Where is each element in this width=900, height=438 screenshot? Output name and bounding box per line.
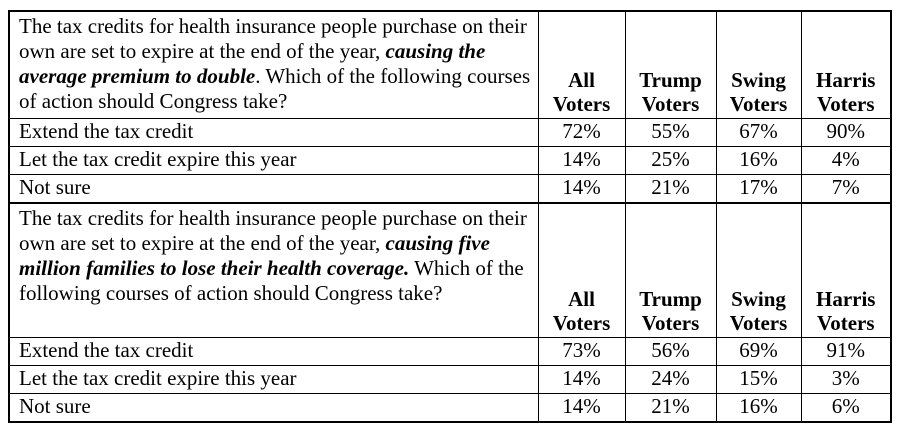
question-cell: The tax credits for health insurance peo… bbox=[8, 202, 539, 338]
row-label: Extend the tax credit bbox=[8, 117, 539, 147]
header-row: The tax credits for health insurance peo… bbox=[8, 202, 892, 338]
col-header-harris-voters: Harris Voters bbox=[800, 202, 892, 338]
value-cell-trump: 21% bbox=[624, 173, 717, 203]
col-header-trump-voters: Trump Voters bbox=[624, 202, 717, 338]
value-cell-swing: 17% bbox=[715, 173, 802, 203]
col-header-all-voters: All Voters bbox=[537, 10, 626, 119]
value-cell-trump: 24% bbox=[624, 365, 717, 394]
row-label: Let the tax credit expire this year bbox=[8, 365, 539, 394]
table-row-expire: Let the tax credit expire this year 14% … bbox=[8, 145, 892, 175]
row-label: Not sure bbox=[8, 393, 539, 423]
value-cell-harris: 3% bbox=[800, 365, 892, 394]
question-text-pre: The tax credits for health insurance peo… bbox=[19, 205, 527, 255]
col-header-line: Voters bbox=[729, 311, 788, 335]
value-cell-trump: 55% bbox=[624, 117, 717, 147]
col-header-line: Voters bbox=[641, 91, 700, 116]
poll-table-premium-double: The tax credits for health insurance peo… bbox=[8, 10, 892, 204]
value-cell-swing: 16% bbox=[715, 145, 802, 175]
col-header-line: Trump bbox=[639, 67, 702, 92]
poll-tables-container: The tax credits for health insurance peo… bbox=[8, 10, 892, 423]
col-header-trump-voters: Trump Voters bbox=[624, 10, 717, 119]
value-cell-trump: 56% bbox=[624, 337, 717, 366]
value-cell-all: 72% bbox=[537, 117, 626, 147]
value-cell-swing: 67% bbox=[715, 117, 802, 147]
col-header-line: Voters bbox=[641, 311, 700, 335]
header-row: The tax credits for health insurance peo… bbox=[8, 10, 892, 119]
col-header-line: Harris bbox=[816, 67, 876, 92]
value-cell-harris: 4% bbox=[800, 145, 892, 175]
col-header-line: Swing bbox=[731, 67, 786, 92]
col-header-swing-voters: Swing Voters bbox=[715, 10, 802, 119]
value-cell-all: 14% bbox=[537, 145, 626, 175]
question-text-post: Which of the following courses of action… bbox=[19, 255, 524, 305]
col-header-line: All bbox=[568, 287, 595, 311]
col-header-line: Voters bbox=[816, 91, 875, 116]
value-cell-all: 14% bbox=[537, 365, 626, 394]
table-row-extend: Extend the tax credit 73% 56% 69% 91% bbox=[8, 337, 892, 366]
col-header-line: Harris bbox=[816, 287, 876, 311]
value-cell-trump: 21% bbox=[624, 393, 717, 423]
value-cell-swing: 69% bbox=[715, 337, 802, 366]
col-header-line: Voters bbox=[552, 311, 611, 335]
value-cell-all: 14% bbox=[537, 173, 626, 203]
col-header-line: Voters bbox=[552, 91, 611, 116]
col-header-line: All bbox=[568, 67, 595, 92]
col-header-harris-voters: Harris Voters bbox=[800, 10, 892, 119]
col-header-line: Trump bbox=[639, 287, 702, 311]
question-text-pre: The tax credits for health insurance peo… bbox=[19, 14, 527, 63]
value-cell-harris: 7% bbox=[800, 173, 892, 203]
question-text-emphasis: causing the average premium to double bbox=[19, 39, 486, 88]
value-cell-swing: 15% bbox=[715, 365, 802, 394]
value-cell-harris: 90% bbox=[800, 117, 892, 147]
value-cell-trump: 25% bbox=[624, 145, 717, 175]
col-header-all-voters: All Voters bbox=[537, 202, 626, 338]
col-header-line: Voters bbox=[729, 91, 788, 116]
value-cell-swing: 16% bbox=[715, 393, 802, 423]
col-header-swing-voters: Swing Voters bbox=[715, 202, 802, 338]
table-row-not-sure: Not sure 14% 21% 16% 6% bbox=[8, 393, 892, 423]
table-row-extend: Extend the tax credit 72% 55% 67% 90% bbox=[8, 117, 892, 147]
table-row-not-sure: Not sure 14% 21% 17% 7% bbox=[8, 173, 892, 203]
row-label: Not sure bbox=[8, 173, 539, 203]
value-cell-harris: 6% bbox=[800, 393, 892, 423]
col-header-line: Voters bbox=[816, 311, 875, 335]
value-cell-all: 73% bbox=[537, 337, 626, 366]
value-cell-all: 14% bbox=[537, 393, 626, 423]
question-cell: The tax credits for health insurance peo… bbox=[8, 10, 539, 119]
question-text-emphasis: causing five million families to lose th… bbox=[19, 230, 490, 280]
col-header-line: Swing bbox=[731, 287, 786, 311]
value-cell-harris: 91% bbox=[800, 337, 892, 366]
row-label: Extend the tax credit bbox=[8, 337, 539, 366]
row-label: Let the tax credit expire this year bbox=[8, 145, 539, 175]
table-row-expire: Let the tax credit expire this year 14% … bbox=[8, 365, 892, 394]
question-text-post: . Which of the following courses of acti… bbox=[19, 64, 531, 113]
poll-table-lose-coverage: The tax credits for health insurance peo… bbox=[8, 201, 892, 423]
